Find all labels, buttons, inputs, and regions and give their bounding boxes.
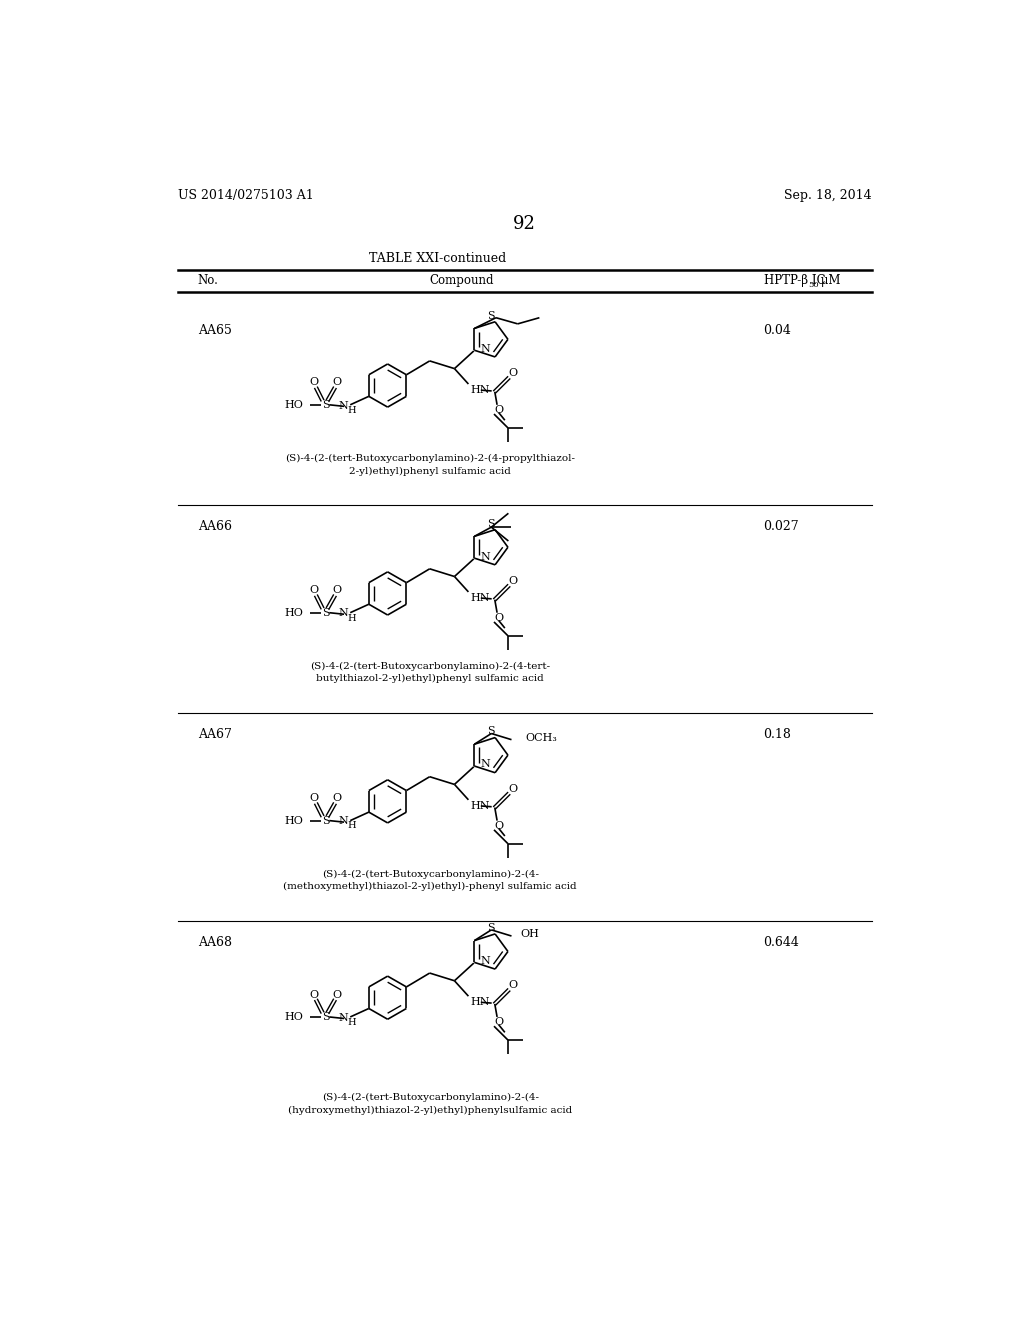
Text: S: S [323,400,330,409]
Text: AA66: AA66 [198,520,231,533]
Text: N: N [338,400,348,411]
Text: O: O [495,821,504,832]
Text: O: O [495,405,504,416]
Text: Sep. 18, 2014: Sep. 18, 2014 [784,189,872,202]
Text: 92: 92 [513,215,537,232]
Text: US 2014/0275103 A1: US 2014/0275103 A1 [178,189,314,202]
Text: HN: HN [470,998,489,1007]
Text: S: S [487,923,495,933]
Text: HN: HN [470,385,489,395]
Text: N: N [480,552,490,561]
Text: O: O [495,612,504,623]
Text: AA65: AA65 [198,323,231,337]
Text: H: H [347,614,356,623]
Text: N: N [338,1012,348,1023]
Text: S: S [323,816,330,825]
Text: S: S [323,607,330,618]
Text: N: N [480,759,490,770]
Text: H: H [347,1018,356,1027]
Text: HO: HO [285,816,304,825]
Text: OH: OH [521,929,540,939]
Text: N: N [480,956,490,966]
Text: S: S [487,726,495,737]
Text: O: O [309,585,318,595]
Text: N: N [338,816,348,826]
Text: TABLE XXI-continued: TABLE XXI-continued [370,252,507,265]
Text: HO: HO [285,607,304,618]
Text: AA67: AA67 [198,727,231,741]
Text: HN: HN [470,593,489,603]
Text: O: O [508,784,517,795]
Text: 50: 50 [809,281,819,289]
Text: O: O [508,368,517,379]
Text: O: O [309,990,318,999]
Text: (S)-4-(2-(tert-Butoxycarbonylamino)-2-(4-tert-: (S)-4-(2-(tert-Butoxycarbonylamino)-2-(4… [310,663,550,671]
Text: O: O [333,990,342,999]
Text: HO: HO [285,1012,304,1022]
Text: 2-yl)ethyl)phenyl sulfamic acid: 2-yl)ethyl)phenyl sulfamic acid [349,466,511,475]
Text: N: N [480,343,490,354]
Text: μM: μM [817,275,841,288]
Text: (S)-4-(2-(tert-Butoxycarbonylamino)-2-(4-: (S)-4-(2-(tert-Butoxycarbonylamino)-2-(4… [322,870,539,879]
Text: HN: HN [470,801,489,810]
Text: HO: HO [285,400,304,409]
Text: H: H [347,405,356,414]
Text: S: S [487,310,495,321]
Text: (hydroxymethyl)thiazol-2-yl)ethyl)phenylsulfamic acid: (hydroxymethyl)thiazol-2-yl)ethyl)phenyl… [288,1106,572,1114]
Text: 0.644: 0.644 [764,936,800,949]
Text: (S)-4-(2-(tert-Butoxycarbonylamino)-2-(4-propylthiazol-: (S)-4-(2-(tert-Butoxycarbonylamino)-2-(4… [286,454,575,463]
Text: butylthiazol-2-yl)ethyl)phenyl sulfamic acid: butylthiazol-2-yl)ethyl)phenyl sulfamic … [316,675,544,684]
Text: S: S [323,1012,330,1022]
Text: 0.027: 0.027 [764,520,799,533]
Text: O: O [508,981,517,990]
Text: O: O [333,585,342,595]
Text: HPTP-β IC: HPTP-β IC [764,275,825,288]
Text: H: H [347,821,356,830]
Text: No.: No. [198,275,219,288]
Text: N: N [338,609,348,619]
Text: S: S [487,519,495,528]
Text: O: O [495,1018,504,1027]
Text: AA68: AA68 [198,936,231,949]
Text: 0.18: 0.18 [764,727,792,741]
Text: 0.04: 0.04 [764,323,792,337]
Text: (S)-4-(2-(tert-Butoxycarbonylamino)-2-(4-: (S)-4-(2-(tert-Butoxycarbonylamino)-2-(4… [322,1093,539,1102]
Text: O: O [333,793,342,804]
Text: Compound: Compound [429,275,494,288]
Text: (methoxymethyl)thiazol-2-yl)ethyl)-phenyl sulfamic acid: (methoxymethyl)thiazol-2-yl)ethyl)-pheny… [284,882,578,891]
Text: O: O [333,378,342,388]
Text: OCH₃: OCH₃ [525,733,557,743]
Text: O: O [309,378,318,388]
Text: O: O [508,576,517,586]
Text: O: O [309,793,318,804]
